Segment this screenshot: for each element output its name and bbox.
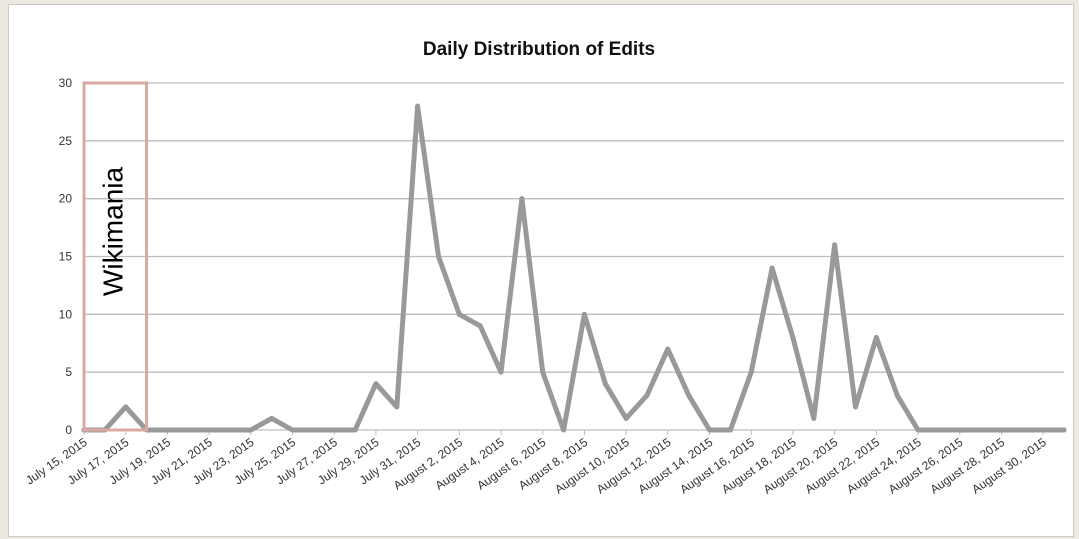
data-point [727, 427, 733, 433]
line-chart: Daily Distribution of Edits 0 5 10 15 20 25 30… [23, 39, 1067, 497]
data-point [748, 369, 754, 375]
data-point [686, 392, 692, 398]
y-tick-label: 20 [59, 192, 73, 206]
data-point [873, 334, 879, 340]
data-point [185, 427, 191, 433]
data-point [331, 427, 337, 433]
x-tick-label: August 30, 2015 [969, 435, 1049, 497]
data-point [978, 427, 984, 433]
gridlines [83, 82, 1064, 431]
data-point [1061, 427, 1067, 433]
data-point [123, 404, 129, 410]
data-point [352, 427, 358, 433]
series-layer [81, 103, 1067, 433]
data-point [957, 427, 963, 433]
y-tick-label: 10 [59, 307, 73, 321]
data-point [936, 427, 942, 433]
y-tick-label: 15 [59, 250, 73, 264]
y-tick-label: 25 [59, 134, 73, 148]
data-point [665, 346, 671, 352]
data-point [811, 415, 817, 421]
data-point [290, 427, 296, 433]
data-point [1019, 427, 1025, 433]
y-tick-label: 30 [59, 76, 73, 90]
data-point [477, 323, 483, 329]
data-point [519, 196, 525, 202]
data-point [415, 103, 421, 109]
y-tick-label: 0 [65, 423, 72, 437]
data-point [998, 427, 1004, 433]
data-point [164, 427, 170, 433]
data-point [373, 381, 379, 387]
annotation-layer: Wikimania [82, 81, 149, 432]
data-point [707, 427, 713, 433]
data-point [581, 311, 587, 317]
data-point [915, 427, 921, 433]
data-point [310, 427, 316, 433]
data-point [498, 369, 504, 375]
annotation-label: Wikimania [98, 167, 129, 297]
data-point [769, 265, 775, 271]
data-point [394, 404, 400, 410]
data-point [269, 415, 275, 421]
data-point [248, 427, 254, 433]
y-tick-label: 5 [65, 365, 72, 379]
data-point [623, 415, 629, 421]
data-point [1040, 427, 1046, 433]
data-point [852, 404, 858, 410]
series-line [81, 103, 1067, 433]
chart-frame: Daily Distribution of Edits 0 5 10 15 20 25 30… [8, 4, 1074, 537]
data-point [602, 381, 608, 387]
data-point [456, 311, 462, 317]
y-axis-ticks: 0 5 10 15 20 25 30 [59, 76, 73, 437]
data-point [540, 369, 546, 375]
data-point [227, 427, 233, 433]
data-point [894, 392, 900, 398]
data-point [206, 427, 212, 433]
chart-title: Daily Distribution of Edits [423, 39, 655, 60]
data-point [644, 392, 650, 398]
data-point [435, 254, 441, 259]
data-point [832, 242, 838, 248]
data-point [790, 334, 796, 340]
annotation-box [82, 81, 149, 432]
data-point [561, 427, 567, 433]
